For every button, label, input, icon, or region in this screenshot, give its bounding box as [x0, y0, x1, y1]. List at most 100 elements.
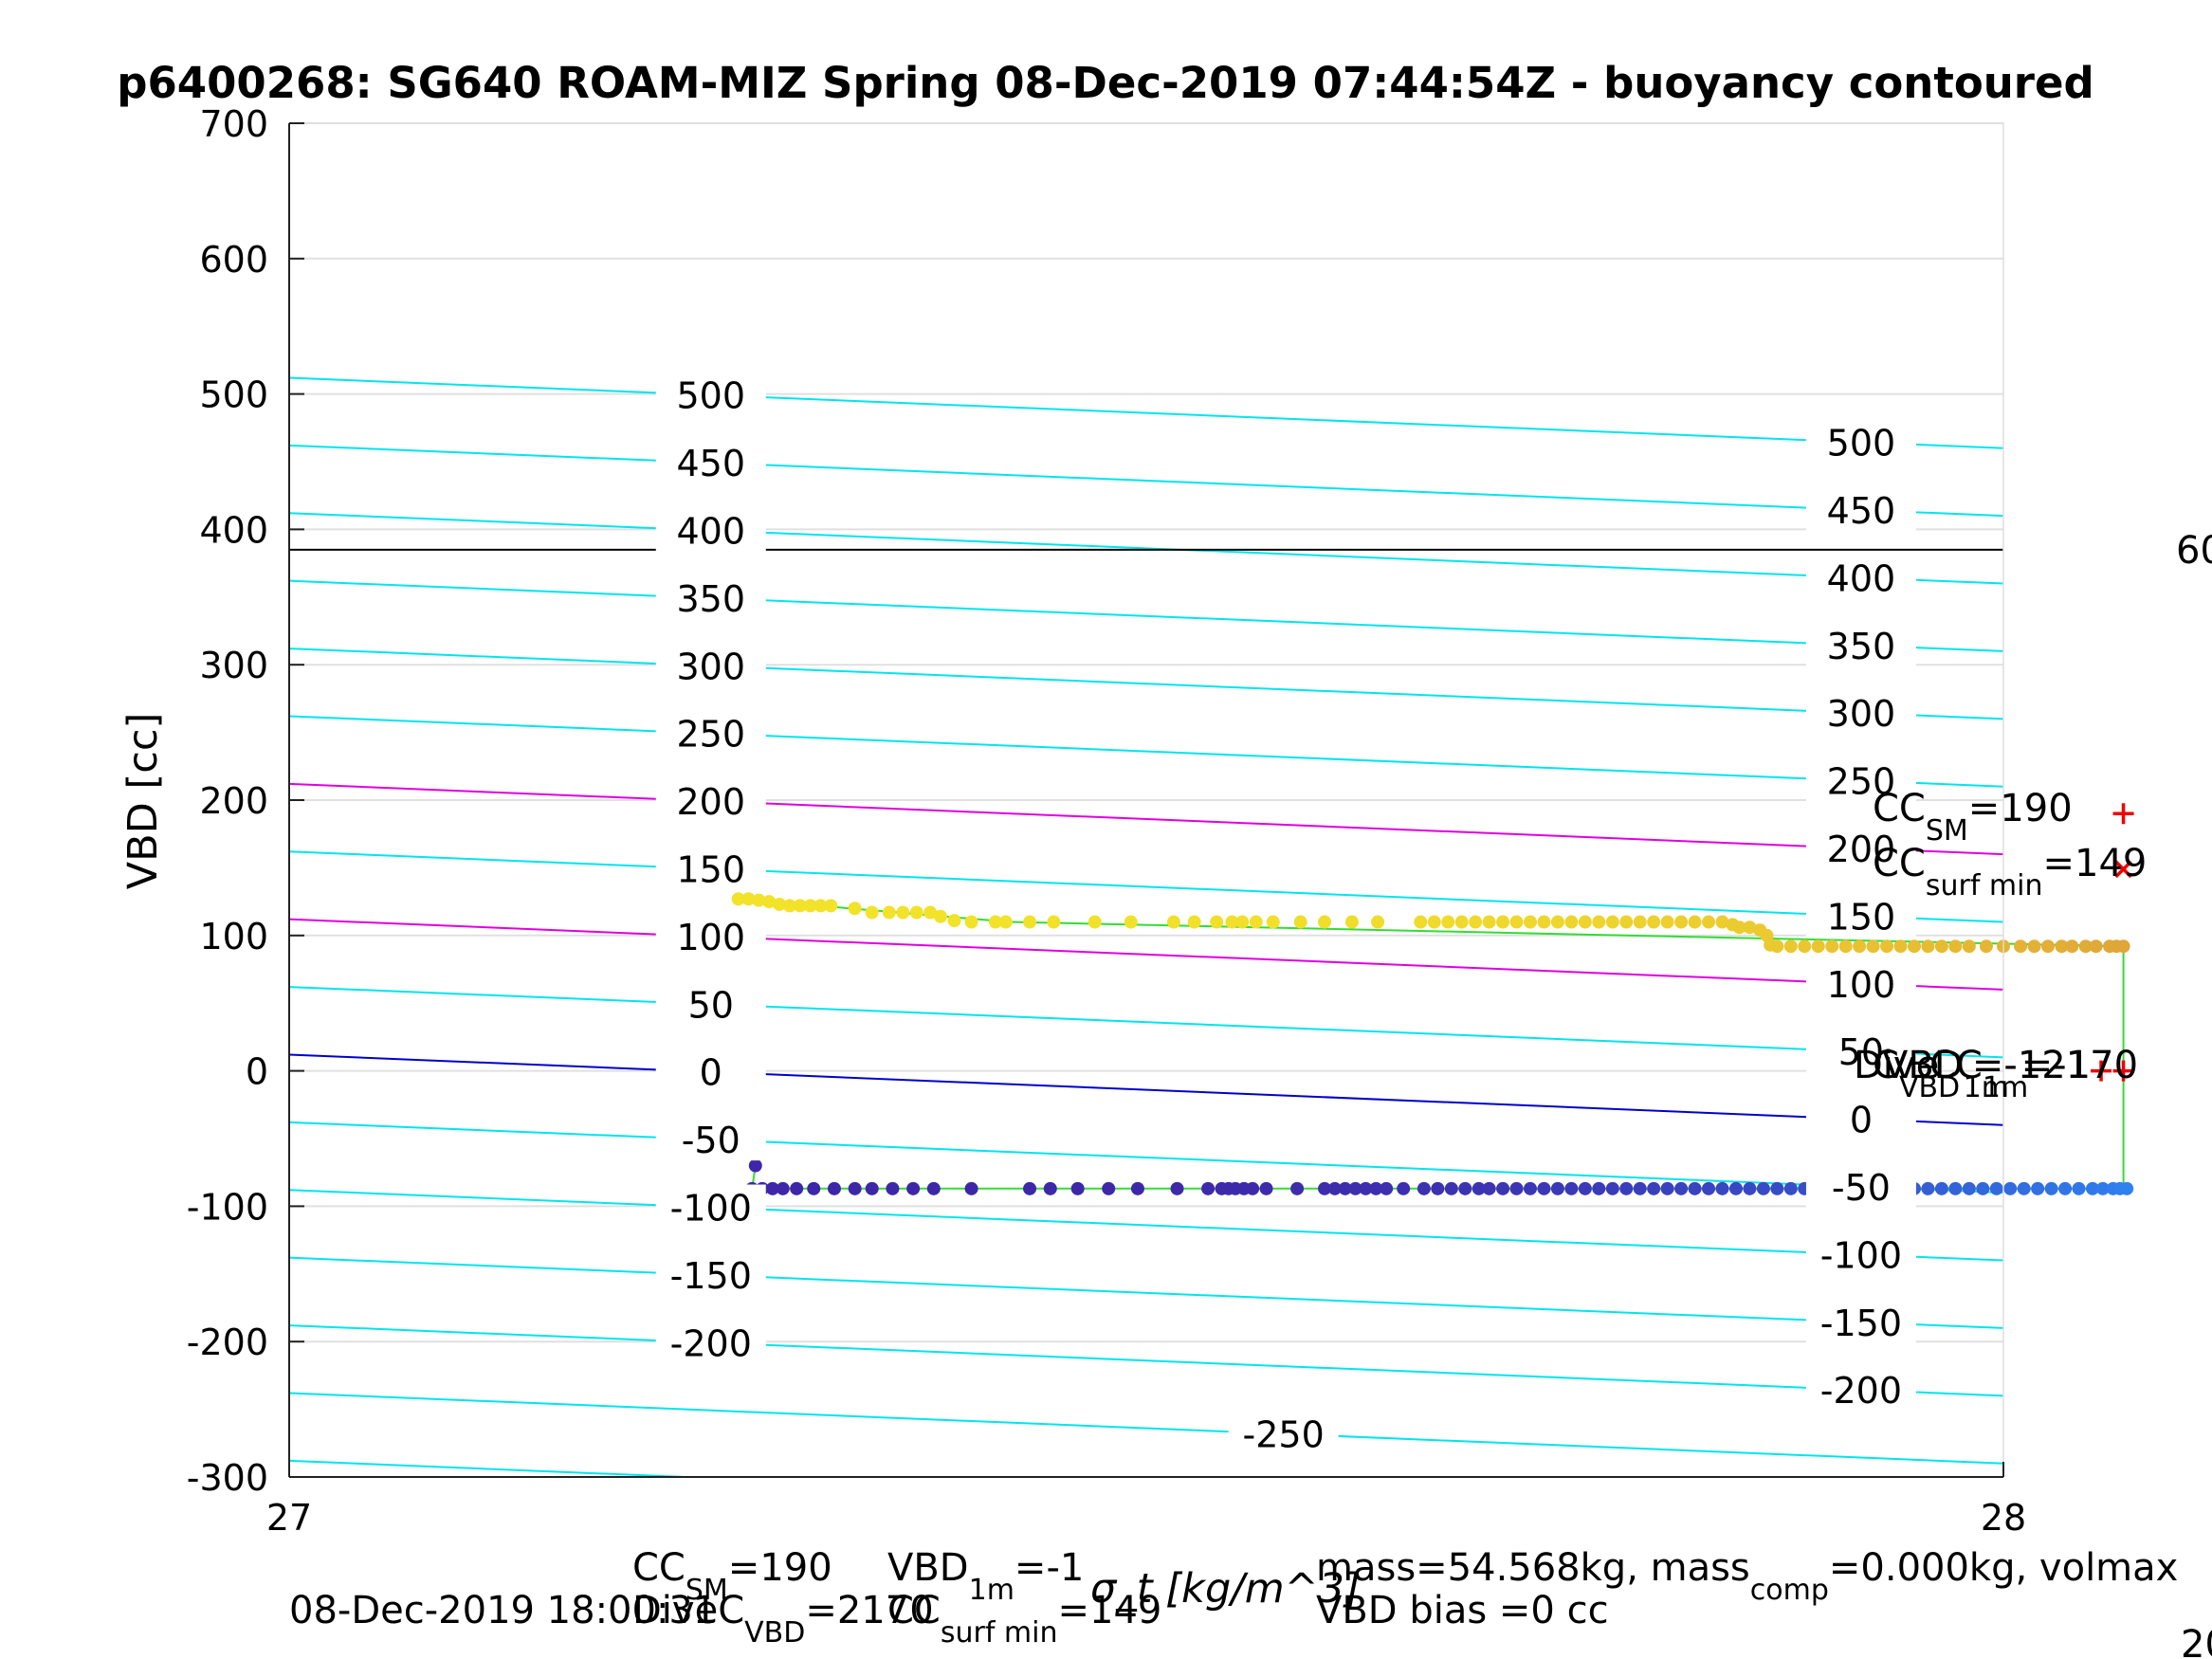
contour-line [288, 918, 2004, 991]
dive-point [2120, 1181, 2134, 1195]
climb-point [1934, 939, 1948, 954]
reference-line-label: 60 [2176, 529, 2212, 573]
dive-point [776, 1181, 790, 1195]
climb-point [1838, 939, 1853, 954]
contour-label-bg [655, 1117, 766, 1161]
climb-point [923, 905, 938, 920]
markers [2091, 803, 2134, 1082]
climb-point [1482, 915, 1496, 929]
dive-point [1327, 1181, 1342, 1195]
climb-point [782, 899, 796, 913]
climb-point [1979, 939, 1993, 954]
climb-point [1509, 915, 1524, 929]
climb-point [1674, 915, 1689, 929]
climb-point [1605, 915, 1619, 929]
dive-point [1633, 1181, 1647, 1195]
dive-point [1564, 1181, 1579, 1195]
svg-text:CCSM=190: CCSM=190 [1873, 787, 2073, 848]
y-axis-label: VBD [cc] [119, 713, 167, 890]
climb-point [2014, 939, 2028, 954]
climb-point [1660, 915, 1674, 929]
contour-label-bg [1805, 960, 1916, 1005]
contour-label: 450 [1827, 490, 1896, 532]
dive-point [1550, 1181, 1564, 1195]
dive-point [1170, 1181, 1184, 1195]
contour-label-bg [655, 1320, 766, 1364]
footer-cc-sm: CCSM=190 [632, 1546, 832, 1607]
annotation-dive-cvbd: Dive CVBD =-12170 VBD1m =-1 CC1m [1854, 1044, 2138, 1104]
contour-label-bg [1805, 1096, 1916, 1140]
dive-point [1743, 1181, 1757, 1195]
contour-label: -150 [1820, 1303, 1902, 1344]
climb-point [1921, 939, 1935, 954]
climb-point [896, 905, 910, 920]
dive-point [1369, 1181, 1383, 1195]
contour-label: 400 [677, 511, 746, 553]
contour-label: 100 [1827, 964, 1896, 1006]
dive-point [1472, 1181, 1486, 1195]
dive-point [906, 1181, 921, 1195]
dive-point [1201, 1181, 1216, 1195]
buoyancy-contours [288, 376, 2004, 1478]
contour-line [288, 782, 2004, 856]
dive-point [1246, 1181, 1260, 1195]
contour-label: 50 [1838, 1031, 1884, 1073]
contour-label-bg [655, 778, 766, 823]
dive-point [1259, 1181, 1273, 1195]
contour-labels: 500450400350300250200150100500-50-100-15… [655, 372, 1916, 1456]
climb-point [1893, 939, 1908, 954]
climb-point [793, 899, 807, 913]
climb-point [1811, 939, 1825, 954]
climb-point [848, 902, 862, 916]
climb-point [2027, 939, 2041, 954]
climb-point [934, 909, 948, 923]
contour-label: 350 [677, 578, 746, 620]
contour-label: 350 [1827, 626, 1896, 667]
dive-point [1660, 1181, 1674, 1195]
climb-point [1344, 915, 1359, 929]
contour-label: 200 [1827, 829, 1896, 870]
climb-point [1166, 915, 1180, 929]
contour-line [288, 512, 2004, 585]
dive-point [1509, 1181, 1524, 1195]
dive-point [2031, 1181, 2045, 1195]
dive-point [865, 1181, 879, 1195]
dive-point [1688, 1181, 1702, 1195]
climb-point [1825, 939, 1839, 954]
climb-point [1880, 939, 1894, 954]
dive-point [1102, 1181, 1116, 1195]
dive-point [1023, 1181, 1037, 1195]
climb-point [1454, 915, 1469, 929]
y-tick-label: 100 [199, 916, 268, 957]
contour-label: 150 [677, 849, 746, 891]
dive-point [2072, 1181, 2086, 1195]
contour-line [288, 1053, 2004, 1126]
climb-point [1441, 915, 1455, 929]
climb-point [1235, 915, 1250, 929]
y-tick-label: -200 [187, 1322, 268, 1363]
dive-point [2086, 1181, 2100, 1195]
climb-point [909, 905, 923, 920]
climb-point [998, 915, 1013, 929]
contour-label: -250 [1243, 1414, 1325, 1456]
dive-point [1976, 1181, 1990, 1195]
dive-point [1578, 1181, 1592, 1195]
annotation-cc-surf-min: CCsurf min=149 [1873, 842, 2147, 902]
climb-point [773, 897, 787, 911]
climb-point [1414, 915, 1428, 929]
climb-point [1210, 915, 1224, 929]
climb-point [1266, 915, 1280, 929]
dive-point [1458, 1181, 1472, 1195]
contour-label: 250 [1827, 761, 1896, 803]
climb-point [1702, 915, 1716, 929]
contour-label: 300 [1827, 693, 1896, 735]
contour-label: 50 [688, 984, 734, 1026]
contour-line [288, 444, 2004, 518]
climb-point [865, 905, 879, 920]
x-tick-label: 27 [266, 1497, 312, 1539]
contour-label-bg [1805, 825, 1916, 869]
dive-point [1647, 1181, 1661, 1195]
x-tick-label: 28 [1981, 1497, 2026, 1539]
climb-point [2089, 939, 2103, 954]
